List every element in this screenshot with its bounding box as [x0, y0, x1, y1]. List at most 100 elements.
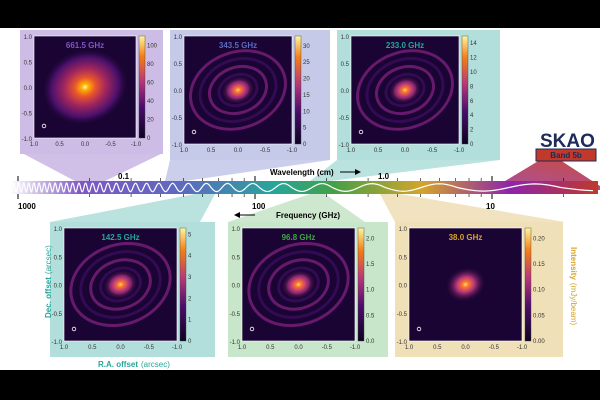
frequency-tick-100: 100 [252, 202, 266, 211]
colorbar-tick: 60 [147, 80, 154, 86]
y-tick: -1.0 [52, 340, 63, 346]
spectrum-wave [9, 182, 594, 193]
band-5b-label: Band 5b [550, 151, 582, 160]
wavelength-tick-0.1: 0.1 [118, 172, 130, 181]
x-tick: 1.0 [347, 148, 356, 154]
x-tick: -0.5 [260, 148, 271, 154]
colorbar-tick: 10 [470, 70, 477, 76]
colorbar [294, 35, 302, 145]
wavelength-arrow [340, 169, 361, 175]
y-tick: -1.0 [22, 137, 33, 143]
x-tick: 1.0 [405, 345, 414, 351]
y-tick: 0.5 [24, 61, 33, 67]
y-tick: 1.0 [24, 35, 33, 41]
y-tick: 0.5 [54, 255, 63, 261]
y-tick: 1.0 [174, 35, 183, 41]
y-tick: -0.5 [397, 312, 408, 318]
x-tick: -0.5 [427, 148, 438, 154]
colorbar-tick: 20 [147, 117, 154, 123]
colorbar-tick: 4 [188, 254, 192, 260]
colorbar-tick: 3 [188, 275, 192, 281]
colorbar-tick: 5 [303, 126, 307, 132]
x-tick: 0.5 [433, 345, 442, 351]
disk-image [241, 227, 356, 342]
x-tick: -0.5 [144, 345, 155, 351]
y-tick: 0.0 [341, 89, 350, 95]
intensity-label: Intensity(mJy/beam) [569, 247, 578, 325]
colorbar-tick: 12 [470, 56, 477, 62]
x-tick: -0.5 [105, 142, 116, 148]
beam-marker [41, 123, 47, 129]
x-tick: 0.5 [207, 148, 216, 154]
y-tick: 0.0 [54, 284, 63, 290]
x-tick: -1.0 [454, 148, 465, 154]
colorbar-tick: 0 [188, 339, 192, 345]
y-tick: -1.0 [172, 143, 183, 149]
y-tick: 1.0 [399, 227, 408, 233]
x-tick: 0.0 [116, 345, 125, 351]
funnel-38 [380, 194, 565, 222]
wavelength-label: Wavelength (cm) [270, 168, 334, 177]
frequency-label: Frequency (GHz) [276, 211, 340, 220]
colorbar-tick: 0.5 [366, 313, 375, 319]
spectrum-ticks [17, 176, 564, 199]
colorbar-tick: 0.0 [366, 339, 375, 345]
y-tick: 0.5 [341, 62, 350, 68]
beam-marker [249, 326, 255, 332]
x-tick: 0.0 [81, 142, 90, 148]
y-tick: -0.5 [22, 112, 33, 118]
frequency-label: 233.0 GHz [386, 41, 424, 50]
beam-marker [71, 326, 77, 332]
skao-logo: SKAO [540, 131, 595, 152]
y-tick: 0.0 [232, 284, 241, 290]
colorbar-tick: 1 [188, 318, 192, 324]
colorbar-tick: 8 [470, 84, 474, 90]
frequency-tick-10: 10 [486, 202, 495, 211]
x-tick: 1.0 [60, 345, 69, 351]
colorbar-tick: 4 [470, 113, 474, 119]
frequency-label: 661.5 GHz [66, 41, 104, 50]
funnel-233 [310, 160, 500, 181]
x-tick: -1.0 [350, 345, 361, 351]
frequency-label: 96.8 GHz [282, 233, 316, 242]
colorbar-tick: 100 [147, 43, 158, 49]
frequency-label: 142.5 GHz [101, 233, 139, 242]
ra-offset-label: R.A. offset (arcsec) [98, 360, 170, 369]
x-tick: 0.5 [88, 345, 97, 351]
x-tick: 0.5 [55, 142, 64, 148]
top-black-bar [0, 0, 600, 28]
colorbar-tick: 20 [303, 77, 310, 83]
y-tick: 0.0 [399, 284, 408, 290]
disk-image [63, 227, 178, 342]
dec-offset-label: Dec. offset(arcsec) [44, 245, 53, 318]
disk-image [183, 35, 293, 145]
band-5b-badge: Band 5b [535, 148, 597, 162]
frequency-label: 38.0 GHz [449, 233, 483, 242]
colorbar-tick: 0 [147, 136, 151, 142]
funnel-343 [165, 160, 330, 181]
colorbar-tick: 0.15 [533, 262, 545, 268]
y-tick: 1.0 [232, 227, 241, 233]
y-tick: 0.5 [232, 255, 241, 261]
y-tick: 0.5 [399, 255, 408, 261]
y-tick: -0.5 [172, 116, 183, 122]
colorbar-tick: 0.20 [533, 236, 545, 242]
x-tick: -1.0 [287, 148, 298, 154]
colorbar-tick: 2 [188, 296, 192, 302]
x-tick: 1.0 [180, 148, 189, 154]
colorbar-tick: 10 [303, 109, 310, 115]
colorbar-tick: 0.10 [533, 288, 545, 294]
y-tick: 1.0 [54, 227, 63, 233]
beam-marker [358, 129, 364, 135]
colorbar-tick: 80 [147, 62, 154, 68]
colorbar-tick: 2 [470, 128, 474, 134]
colorbar-tick: 14 [470, 41, 477, 47]
x-tick: 1.0 [238, 345, 247, 351]
